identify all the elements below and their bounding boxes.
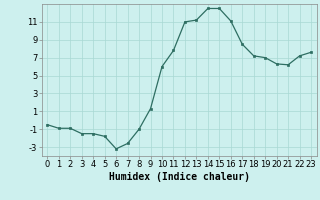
X-axis label: Humidex (Indice chaleur): Humidex (Indice chaleur) xyxy=(109,172,250,182)
